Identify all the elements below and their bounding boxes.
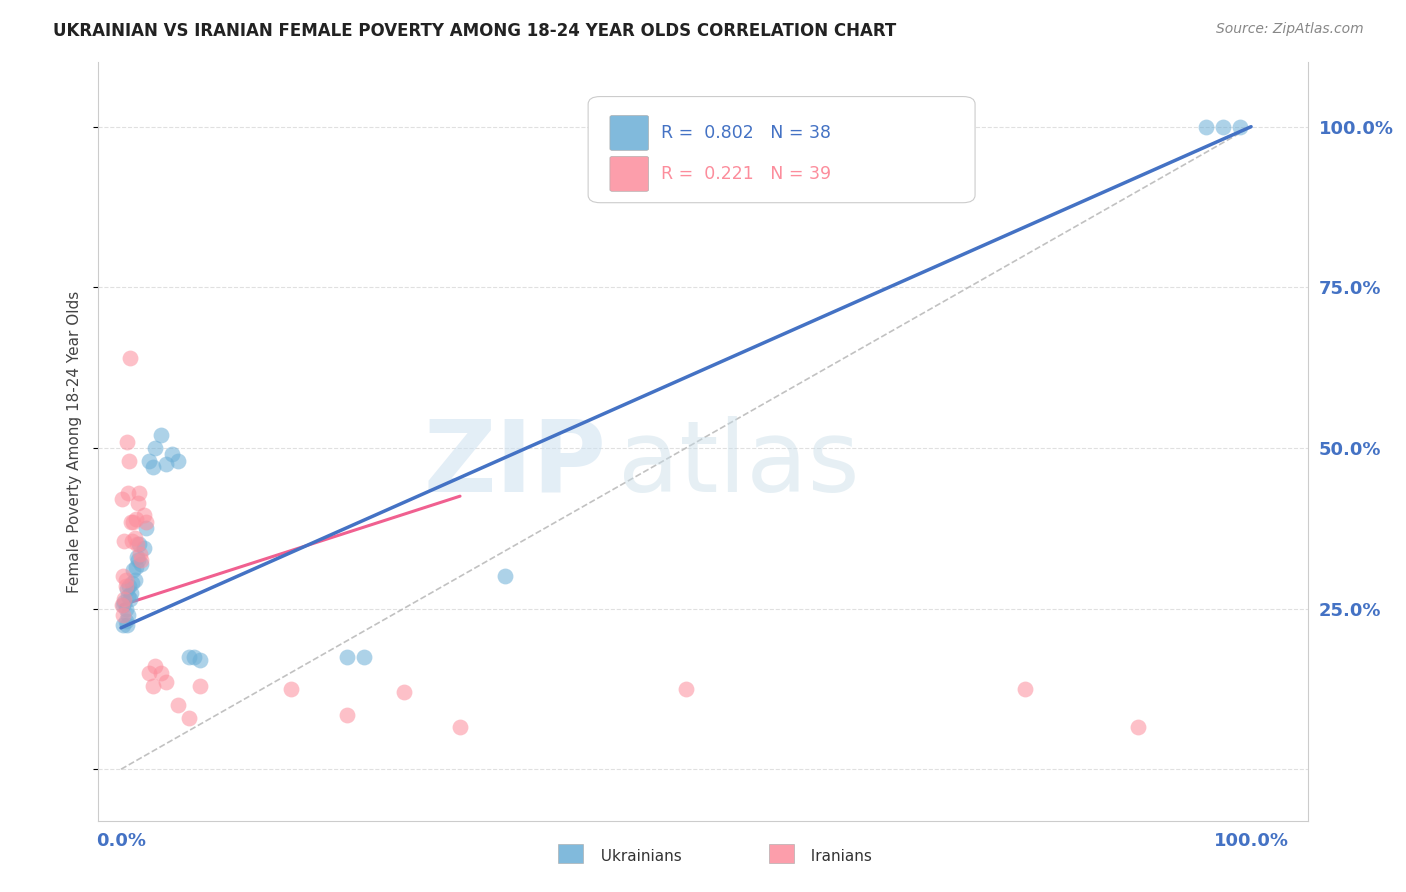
Point	[114, 615, 136, 629]
Point	[132, 541, 155, 555]
Point	[118, 454, 141, 468]
Point	[118, 579, 141, 593]
Point	[112, 599, 135, 613]
Text: Source: ZipAtlas.com: Source: ZipAtlas.com	[1216, 22, 1364, 37]
Text: Iranians: Iranians	[801, 849, 872, 863]
Point	[120, 585, 142, 599]
Bar	[769, 844, 794, 863]
Point	[135, 515, 157, 529]
Point	[135, 521, 157, 535]
Point	[115, 582, 138, 597]
Point	[353, 649, 375, 664]
Point	[155, 457, 177, 471]
Point	[166, 698, 188, 712]
Point	[127, 553, 149, 567]
Text: UKRAINIAN VS IRANIAN FEMALE POVERTY AMONG 18-24 YEAR OLDS CORRELATION CHART: UKRAINIAN VS IRANIAN FEMALE POVERTY AMON…	[53, 22, 897, 40]
Point	[494, 569, 516, 583]
Point	[142, 679, 165, 693]
Point	[131, 553, 153, 567]
Point	[177, 711, 200, 725]
Point	[188, 679, 211, 693]
Point	[188, 653, 211, 667]
Point	[675, 681, 697, 696]
Point	[128, 486, 150, 500]
Point	[111, 599, 134, 613]
Point	[149, 428, 172, 442]
Point	[120, 351, 142, 365]
Point	[121, 575, 143, 590]
Point	[117, 589, 139, 603]
Text: Ukrainians: Ukrainians	[591, 849, 682, 863]
FancyBboxPatch shape	[610, 156, 648, 191]
Point	[1195, 120, 1218, 134]
Point	[125, 537, 148, 551]
Point	[149, 665, 172, 680]
Point	[117, 607, 139, 622]
Point	[112, 591, 135, 606]
Point	[124, 531, 146, 545]
Point	[124, 573, 146, 587]
Point	[160, 447, 183, 461]
Point	[127, 495, 149, 509]
Point	[114, 573, 136, 587]
Point	[128, 537, 150, 551]
Text: ZIP: ZIP	[423, 416, 606, 513]
Point	[120, 591, 142, 606]
Point	[115, 617, 138, 632]
Text: atlas: atlas	[619, 416, 860, 513]
Point	[112, 617, 135, 632]
Point	[143, 659, 166, 673]
Point	[166, 454, 188, 468]
Text: R =  0.802   N = 38: R = 0.802 N = 38	[661, 124, 831, 142]
Point	[336, 649, 359, 664]
Point	[1229, 120, 1251, 134]
Y-axis label: Female Poverty Among 18-24 Year Olds: Female Poverty Among 18-24 Year Olds	[67, 291, 83, 592]
Point	[132, 508, 155, 523]
Point	[122, 563, 145, 577]
FancyBboxPatch shape	[588, 96, 976, 202]
Point	[114, 579, 136, 593]
Point	[392, 685, 415, 699]
Point	[1212, 120, 1234, 134]
Point	[125, 559, 148, 574]
Point	[143, 441, 166, 455]
Point	[121, 534, 143, 549]
Point	[114, 601, 136, 615]
FancyBboxPatch shape	[610, 116, 648, 151]
Point	[1014, 681, 1036, 696]
Point	[125, 511, 148, 525]
Point	[129, 547, 152, 561]
Bar	[558, 844, 583, 863]
Point	[112, 595, 135, 609]
Point	[336, 707, 359, 722]
Point	[155, 675, 177, 690]
Point	[122, 515, 145, 529]
Point	[112, 607, 135, 622]
Point	[183, 649, 205, 664]
Point	[117, 486, 139, 500]
Point	[280, 681, 302, 696]
Point	[115, 434, 138, 449]
Point	[177, 649, 200, 664]
Point	[112, 569, 135, 583]
Point	[449, 721, 471, 735]
Point	[142, 460, 165, 475]
Point	[131, 557, 153, 571]
Text: R =  0.221   N = 39: R = 0.221 N = 39	[661, 165, 831, 183]
Point	[112, 534, 135, 549]
Point	[1126, 721, 1149, 735]
Point	[120, 515, 142, 529]
Point	[138, 454, 160, 468]
Point	[125, 550, 148, 565]
Point	[111, 492, 134, 507]
Point	[138, 665, 160, 680]
